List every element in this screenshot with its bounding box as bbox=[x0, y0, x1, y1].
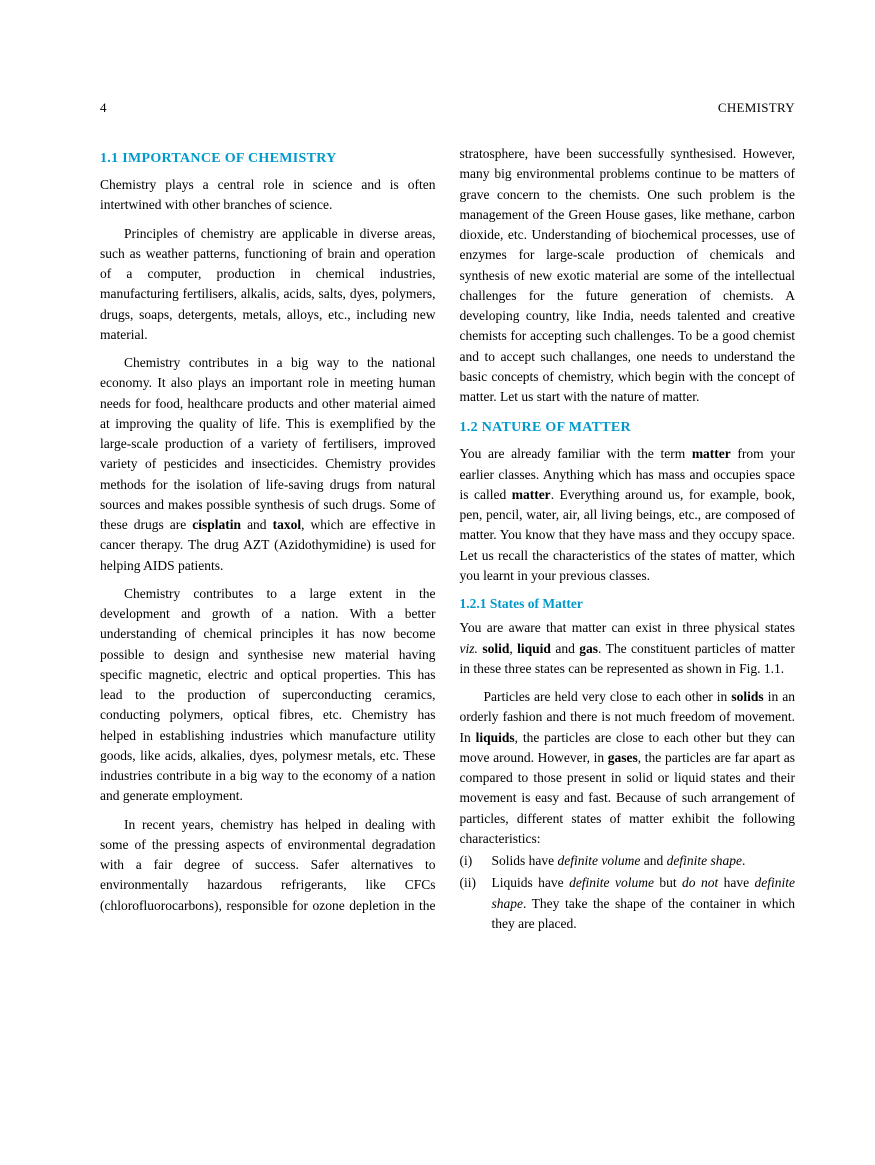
list-item-2: (ii) Liquids have definite volume but do… bbox=[460, 873, 796, 934]
para-1-1-4: Chemistry contributes to a large extent … bbox=[100, 584, 436, 807]
para-1-1-2: Principles of chemistry are applicable i… bbox=[100, 224, 436, 346]
para-1-2-1-2: Particles are held very close to each ot… bbox=[460, 687, 796, 849]
page-header: 4 CHEMISTRY bbox=[100, 100, 795, 116]
section-1-2-heading: 1.2 NATURE OF MATTER bbox=[460, 417, 796, 438]
para-1-2-1: You are already familiar with the term m… bbox=[460, 444, 796, 586]
section-1-2-1-heading: 1.2.1 States of Matter bbox=[460, 594, 796, 614]
list-item-1: (i) Solids have definite volume and defi… bbox=[460, 851, 796, 871]
para-1-2-1-1: You are aware that matter can exist in t… bbox=[460, 618, 796, 679]
book-title: CHEMISTRY bbox=[718, 100, 795, 116]
para-1-1-1: Chemistry plays a central role in scienc… bbox=[100, 175, 436, 216]
section-1-1-heading: 1.1 IMPORTANCE OF CHEMISTRY bbox=[100, 148, 436, 169]
page-content: 1.1 IMPORTANCE OF CHEMISTRY Chemistry pl… bbox=[100, 144, 795, 934]
para-1-1-3: Chemistry contributes in a big way to th… bbox=[100, 353, 436, 576]
page-number: 4 bbox=[100, 100, 107, 116]
